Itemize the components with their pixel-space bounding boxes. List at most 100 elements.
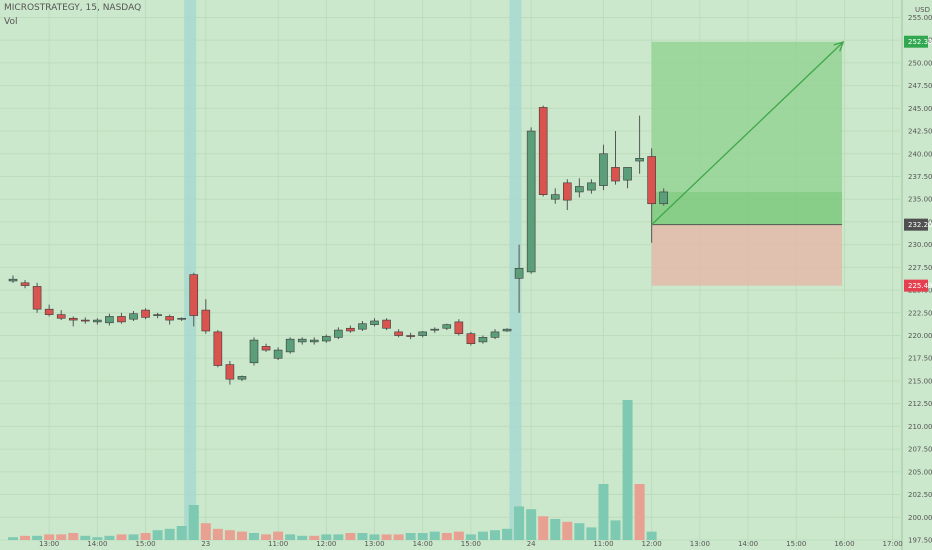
time-tick-label: 16:00 [834, 540, 854, 548]
volume-bar [236, 531, 247, 540]
price-tick-label: 230.00 [908, 241, 932, 249]
candle[interactable] [249, 339, 259, 364]
candle[interactable] [346, 327, 355, 332]
candle[interactable] [213, 331, 223, 366]
candle[interactable] [562, 182, 572, 201]
price-axis[interactable] [902, 0, 932, 550]
volume-indicator-label[interactable]: Vol [4, 17, 18, 27]
volume-bar [273, 531, 284, 540]
candle[interactable] [189, 274, 199, 316]
volume-bar [32, 535, 43, 540]
candle[interactable] [273, 349, 283, 359]
candle[interactable] [321, 336, 331, 342]
candle[interactable] [129, 313, 138, 320]
candle[interactable] [406, 335, 415, 337]
candle[interactable] [587, 182, 596, 191]
price-tick-label: 207.50 [908, 446, 932, 454]
candle[interactable] [466, 333, 476, 345]
candle[interactable] [635, 158, 644, 162]
volume-bar [405, 533, 416, 540]
time-tick-label: 17:00 [883, 540, 903, 548]
volume-bar [634, 484, 645, 540]
candle[interactable] [153, 314, 162, 316]
candle[interactable] [394, 331, 403, 336]
volume-bar [309, 535, 320, 540]
candle[interactable] [32, 286, 42, 310]
candle[interactable] [382, 319, 391, 329]
candle[interactable] [490, 331, 500, 338]
candle[interactable] [177, 317, 186, 320]
candle[interactable] [418, 331, 428, 336]
candle[interactable] [44, 308, 54, 315]
symbol-title: MICROSTRATEGY, 15, NASDAQ [4, 3, 142, 13]
candle[interactable] [261, 346, 271, 351]
candle[interactable] [659, 191, 669, 205]
volume-bar [526, 509, 537, 540]
candle[interactable] [68, 317, 78, 321]
time-tick-label: 14:00 [413, 540, 433, 548]
candle[interactable] [647, 156, 656, 205]
time-tick-label: 13:00 [690, 540, 710, 548]
candle[interactable] [478, 337, 488, 343]
time-tick-label: 13:00 [364, 540, 384, 548]
candle[interactable] [285, 338, 295, 353]
time-tick-label: 24 [527, 540, 536, 548]
price-tick-label: 255.00 [908, 14, 932, 22]
candle[interactable] [201, 309, 211, 332]
volume-bar [477, 531, 488, 540]
candle[interactable] [297, 338, 307, 343]
volume-bar [104, 535, 115, 540]
time-tick-label: 12:00 [316, 540, 336, 548]
candle[interactable] [20, 282, 30, 286]
stop-loss-zone[interactable] [651, 224, 843, 286]
volume-bar [622, 400, 633, 540]
candle[interactable] [514, 267, 524, 279]
candle[interactable] [611, 167, 620, 182]
candle[interactable] [81, 319, 90, 322]
time-tick-label: 14:00 [738, 540, 758, 548]
candle[interactable] [442, 324, 452, 329]
volume-bar [490, 530, 500, 540]
volume-bar [176, 526, 187, 540]
candle[interactable] [165, 316, 174, 321]
candle[interactable] [358, 323, 367, 330]
volume-bar [514, 506, 525, 540]
currency-label: USD [915, 6, 930, 14]
candle[interactable] [237, 376, 247, 380]
time-tick-label: 13:00 [39, 540, 59, 548]
volume-bar [333, 534, 344, 540]
trend-arrow-line[interactable] [651, 41, 844, 226]
candle[interactable] [225, 364, 235, 380]
candle[interactable] [550, 194, 560, 200]
candle[interactable] [575, 186, 584, 193]
candle[interactable] [538, 107, 548, 195]
time-tick-label: 15:00 [461, 540, 481, 548]
candle[interactable] [56, 314, 66, 319]
candle[interactable] [117, 316, 126, 323]
price-tick-label: 205.00 [908, 468, 932, 476]
time-tick-label: 12:00 [642, 540, 662, 548]
candle[interactable] [430, 328, 440, 331]
candle[interactable] [599, 153, 608, 186]
price-tick-label: 222.50 [908, 309, 932, 317]
candle[interactable] [526, 130, 536, 273]
candle[interactable] [105, 316, 114, 324]
candle[interactable] [502, 328, 512, 332]
volume-bar [574, 523, 585, 540]
volume-bar [152, 530, 163, 540]
price-tick-label: 197.50 [908, 537, 932, 545]
candle[interactable] [93, 319, 102, 323]
candle[interactable] [623, 167, 632, 181]
volume-bar [140, 533, 151, 540]
volume-bar [297, 535, 308, 540]
volume-bar [610, 520, 621, 540]
candle[interactable] [370, 320, 379, 325]
candle[interactable] [454, 321, 464, 335]
candle[interactable] [334, 329, 343, 338]
candle[interactable] [141, 309, 150, 318]
candle[interactable] [8, 278, 18, 282]
candle[interactable] [309, 339, 319, 343]
volume-bar [562, 521, 573, 540]
price-tick-label: 235.00 [908, 196, 932, 204]
